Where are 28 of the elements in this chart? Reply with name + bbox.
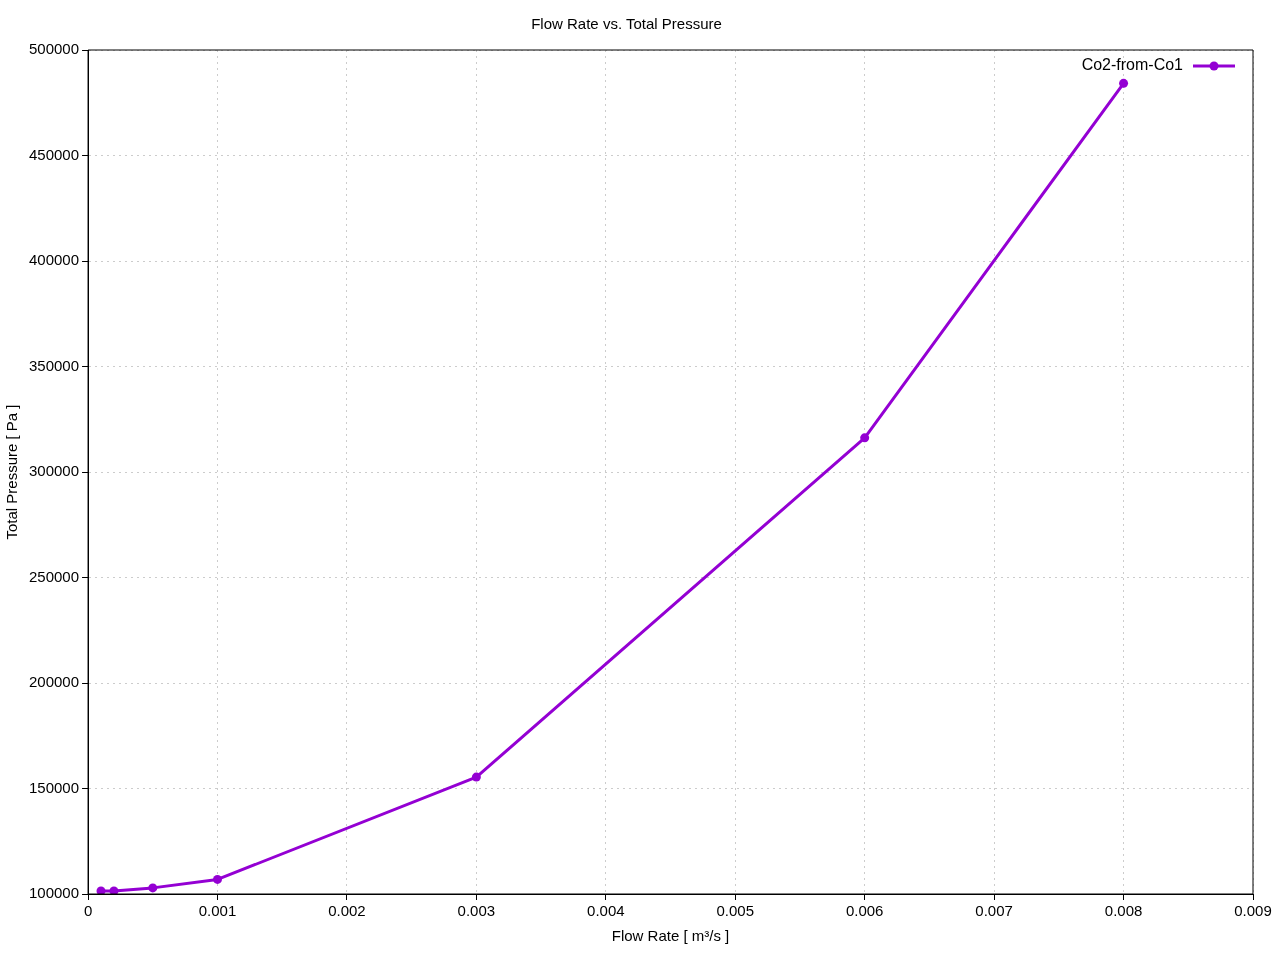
point (860, 433, 870, 443)
x-tick-label: 0.007 (975, 902, 1013, 920)
y-tick-label: 200000 (28, 673, 80, 691)
x-tick-label: 0.004 (587, 902, 625, 920)
point (212, 874, 222, 884)
legend-label: Co2-from-Co1 (1081, 56, 1184, 74)
chart-title: Flow Rate vs. Total Pressure (531, 15, 722, 33)
x-tick-label: 0.003 (457, 902, 496, 920)
x-tick-label: 0.006 (845, 902, 884, 920)
x-tick-label: 0.002 (328, 902, 366, 920)
point (471, 772, 481, 782)
y-tick-label: 350000 (28, 356, 80, 374)
x-tick-label: 0 (83, 902, 93, 920)
y-tick-label: 450000 (28, 145, 80, 163)
y-tick-label: 100000 (28, 884, 80, 902)
y-tick-label: 500000 (28, 40, 80, 58)
y-tick-label: 300000 (28, 462, 80, 480)
point (148, 883, 158, 893)
x-axis-title: Flow Rate [ m³/s ] (611, 927, 730, 945)
y-axis-title: Total Pressure [ Pa ] (3, 404, 21, 540)
y-tick-label: 250000 (28, 567, 80, 585)
x-tick-label: 0.009 (1234, 902, 1272, 920)
x-tick-label: 0.005 (716, 902, 755, 920)
y-tick-label: 400000 (28, 251, 80, 269)
y-tick-label: 150000 (28, 778, 80, 796)
x-tick-label: 0.008 (1104, 902, 1143, 920)
x-tick-label: 0.001 (198, 902, 237, 920)
point (1119, 78, 1129, 88)
